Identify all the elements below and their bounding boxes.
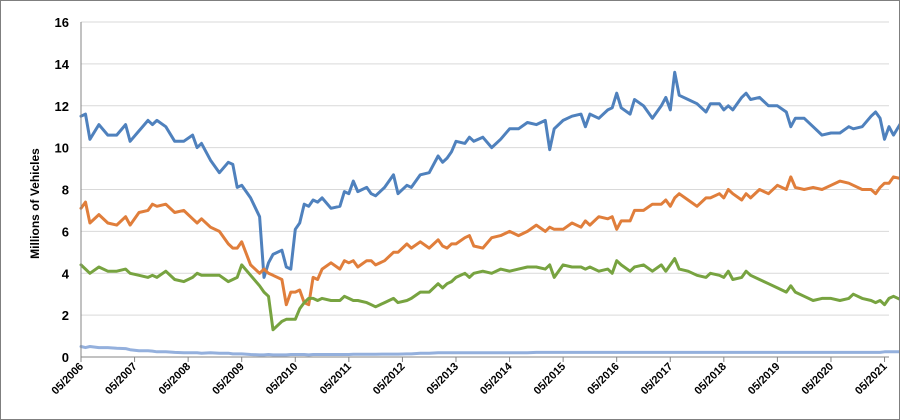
y-tick-label: 0 [62, 350, 69, 365]
y-tick-label: 16 [55, 15, 69, 30]
y-tick-label: 14 [55, 57, 70, 72]
x-tick-label: 05/2008 [157, 361, 194, 398]
y-tick-label: 10 [55, 141, 69, 156]
series-line-2 [79, 175, 899, 307]
series-line-4 [79, 345, 899, 357]
x-tick-label: 05/2019 [746, 361, 783, 398]
x-tick-label: 05/2006 [50, 361, 87, 398]
x-tick-label: 05/2014 [478, 360, 515, 397]
x-tick-label: 05/2016 [585, 361, 622, 398]
gridlines [81, 21, 889, 316]
series-line-1 [79, 70, 899, 279]
x-tick-label: 05/2020 [799, 361, 836, 398]
x-tick-label: 05/2015 [532, 361, 569, 398]
x-tick-label: 05/2010 [264, 361, 301, 398]
y-tick-labels: 0 2 4 6 8 10 12 14 16 [55, 15, 70, 365]
x-tick-label: 05/2013 [425, 361, 462, 398]
x-tick-label: 05/2017 [639, 361, 676, 398]
x-tick-label: 05/2018 [692, 361, 729, 398]
x-tick-label: 05/2021 [853, 361, 890, 398]
y-axis-label: Millions of Vehicles [28, 148, 42, 259]
y-tick-label: 2 [62, 308, 69, 323]
x-tick-label: 05/2009 [210, 361, 247, 398]
y-tick-label: 6 [62, 224, 69, 239]
y-tick-label: 8 [62, 183, 69, 198]
y-tick-label: 4 [62, 266, 70, 281]
x-tick-labels: 05/2006 05/2007 05/2008 05/2009 05/2010 05/20… [50, 357, 890, 397]
x-tick-label: 05/2011 [318, 361, 354, 397]
x-tick-label: 05/2012 [371, 361, 408, 398]
y-tick-label: 12 [55, 99, 69, 114]
x-tick-label: 05/2007 [103, 361, 140, 398]
series-line-3 [79, 257, 899, 332]
series-lines [79, 70, 899, 357]
